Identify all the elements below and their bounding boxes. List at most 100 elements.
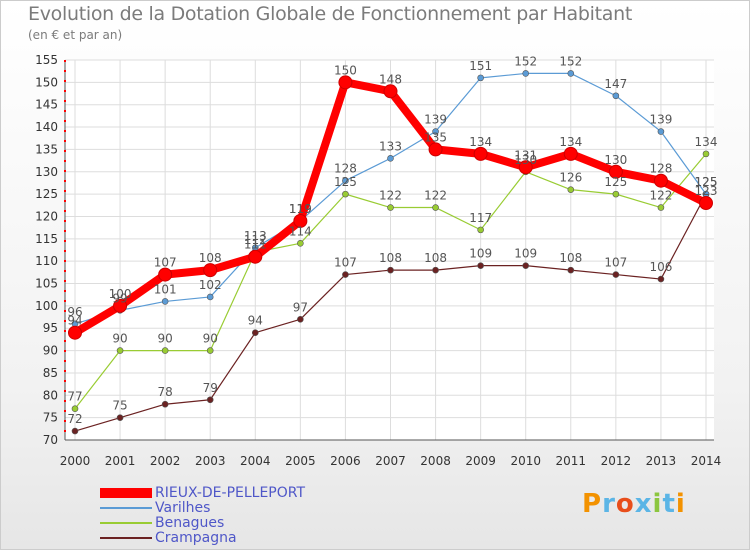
brand-letter: P (582, 489, 603, 519)
data-point (608, 164, 623, 179)
brand-letter: r (602, 489, 616, 519)
legend-label-rieux: RIEUX-DE-PELLEPORT (155, 485, 306, 501)
legend-label-benagues: Benagues (155, 515, 225, 531)
brand-letter: o (615, 489, 635, 519)
data-label: 134 (469, 135, 492, 149)
data-label: 150 (334, 63, 357, 77)
data-label: 107 (604, 256, 627, 270)
data-point (432, 204, 439, 211)
data-point (522, 262, 530, 269)
data-label: 100 (109, 287, 132, 301)
data-point (293, 213, 308, 228)
data-label: 94 (67, 314, 82, 328)
data-label: 90 (158, 332, 173, 346)
data-label: 111 (244, 238, 267, 252)
y-tick-label: 110 (35, 254, 58, 268)
data-label: 117 (469, 211, 492, 225)
data-point (248, 249, 263, 264)
x-tick-label: 2005 (285, 454, 316, 468)
data-point (522, 70, 530, 77)
data-label: 90 (112, 332, 127, 346)
y-tick-label: 100 (35, 299, 58, 313)
data-point (612, 92, 620, 100)
legend-item-benagues: Benagues (100, 515, 224, 531)
brand-letter: t (662, 489, 676, 519)
data-point (702, 150, 710, 158)
data-point (338, 75, 353, 90)
data-label: 108 (379, 251, 402, 265)
data-label: 112 (244, 233, 267, 247)
data-label: 130 (514, 153, 537, 167)
data-label: 78 (158, 385, 173, 399)
data-label: 77 (67, 390, 82, 404)
data-point (387, 155, 394, 162)
data-label: 99 (112, 291, 127, 305)
data-point (477, 226, 484, 234)
data-point (297, 239, 304, 247)
brand-letter: i (652, 489, 663, 519)
data-point (477, 74, 484, 82)
data-point (612, 271, 620, 278)
data-point (428, 142, 443, 157)
x-tick-label: 2011 (556, 454, 587, 468)
data-label: 125 (695, 175, 718, 189)
data-label: 131 (514, 148, 537, 162)
data-label: 122 (379, 189, 402, 203)
x-tick-label: 2009 (465, 454, 496, 468)
data-point (161, 400, 169, 408)
plot-area (65, 60, 714, 440)
legend-swatch-varilhes (100, 507, 152, 509)
y-tick-label: 75 (43, 411, 58, 425)
brand-letter: i (675, 489, 686, 519)
data-label: 108 (559, 251, 582, 265)
data-label: 107 (334, 256, 357, 270)
data-label: 119 (289, 202, 312, 216)
data-label: 114 (289, 224, 312, 238)
data-point (116, 414, 124, 421)
data-point (563, 146, 578, 161)
data-label: 102 (199, 278, 222, 292)
data-point (612, 190, 620, 198)
data-point (477, 262, 484, 269)
data-label: 125 (334, 175, 357, 189)
data-point (567, 266, 575, 274)
data-label: 126 (559, 171, 582, 185)
data-label: 101 (154, 282, 177, 296)
data-point (116, 347, 124, 354)
data-point (297, 315, 304, 323)
data-point (206, 347, 214, 354)
chart-subtitle: (en € et par an) (28, 28, 123, 42)
y-tick-label: 80 (43, 388, 58, 402)
y-tick-label: 95 (43, 321, 58, 335)
data-label: 108 (199, 251, 222, 265)
data-point (342, 190, 349, 198)
data-label: 94 (248, 314, 263, 328)
y-tick-label: 145 (35, 98, 58, 112)
data-label: 134 (695, 135, 718, 149)
data-label: 106 (649, 260, 672, 274)
x-tick-label: 2001 (105, 454, 136, 468)
legend-item-rieux: RIEUX-DE-PELLEPORT (100, 485, 305, 501)
data-point (158, 267, 173, 282)
data-point (653, 173, 668, 188)
data-label: 96 (67, 305, 82, 319)
data-label: 79 (203, 381, 218, 395)
data-label: 72 (67, 412, 82, 426)
data-point (387, 204, 394, 211)
data-label: 125 (695, 175, 718, 189)
data-label: 135 (424, 130, 447, 144)
y-tick-label: 150 (35, 75, 58, 89)
data-point (432, 266, 439, 274)
data-label: 123 (695, 184, 718, 198)
data-label: 97 (293, 300, 308, 314)
data-point (251, 329, 259, 337)
data-label: 122 (424, 189, 447, 203)
chart-title: Evolution de la Dotation Globale de Fonc… (28, 3, 633, 25)
x-tick-label: 2004 (240, 454, 271, 468)
data-point (203, 263, 218, 278)
data-label: 148 (379, 72, 402, 86)
legend-swatch-crampagna (100, 537, 152, 539)
data-point (342, 271, 349, 278)
data-point (657, 275, 665, 283)
